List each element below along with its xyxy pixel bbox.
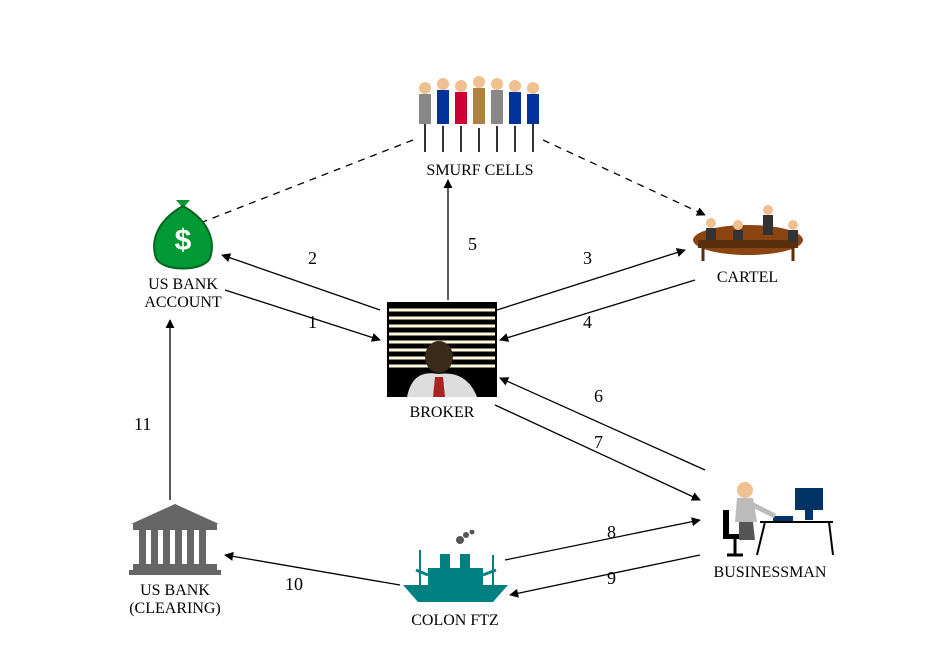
edge-1: [225, 290, 380, 340]
edge-10: [225, 555, 400, 585]
edge-7-label: 7: [594, 432, 603, 452]
edge-3: [497, 250, 685, 310]
money-bag-icon: $: [148, 200, 218, 272]
node-us-bank-clearing-label: US BANK (CLEARING): [129, 582, 221, 618]
edge-10-label: 10: [285, 574, 303, 594]
people-group-icon: [405, 70, 555, 158]
node-cartel: CARTEL: [680, 195, 815, 287]
edge-4-label: 4: [583, 312, 592, 332]
node-cartel-label: CARTEL: [717, 269, 778, 287]
ship-icon: [398, 530, 513, 608]
edge-9: [510, 555, 700, 595]
node-businessman-label: BUSINESSMAN: [714, 564, 827, 582]
bank-building-icon: [125, 500, 225, 578]
node-colon-ftz-label: COLON FTZ: [411, 612, 499, 630]
edge-2: [222, 255, 380, 310]
edge-7: [495, 405, 700, 500]
edge-2-label: 2: [308, 248, 317, 268]
edge-8: [505, 520, 700, 560]
edge-4: [500, 280, 695, 340]
node-broker: BROKER: [382, 302, 502, 422]
node-smurf-cells: SMURF CELLS: [400, 70, 560, 180]
node-broker-label: BROKER: [410, 404, 475, 422]
broker-blinds-icon: [387, 302, 497, 400]
node-us-bank-account-label: US BANK ACCOUNT: [144, 276, 221, 312]
edge-9-label: 9: [607, 568, 616, 588]
node-us-bank-account: $ US BANK ACCOUNT: [128, 200, 238, 312]
node-colon-ftz: COLON FTZ: [395, 530, 515, 630]
diagram-canvas: 2 1 3 4 5 6 7 8 9 10 11: [0, 0, 952, 669]
edge-5-label: 5: [468, 234, 477, 254]
edge-3-label: 3: [583, 248, 592, 268]
node-businessman: BUSINESSMAN: [700, 460, 840, 582]
svg-text:$: $: [175, 224, 192, 257]
edge-1-label: 1: [308, 312, 317, 332]
meeting-table-icon: [683, 195, 813, 265]
edge-11-label: 11: [134, 414, 151, 434]
node-us-bank-clearing: US BANK (CLEARING): [115, 500, 235, 618]
edge-8-label: 8: [607, 522, 616, 542]
node-smurf-cells-label: SMURF CELLS: [426, 162, 533, 180]
person-at-computer-icon: [705, 460, 835, 560]
edge-6-label: 6: [594, 386, 603, 406]
edge-6: [500, 378, 705, 470]
